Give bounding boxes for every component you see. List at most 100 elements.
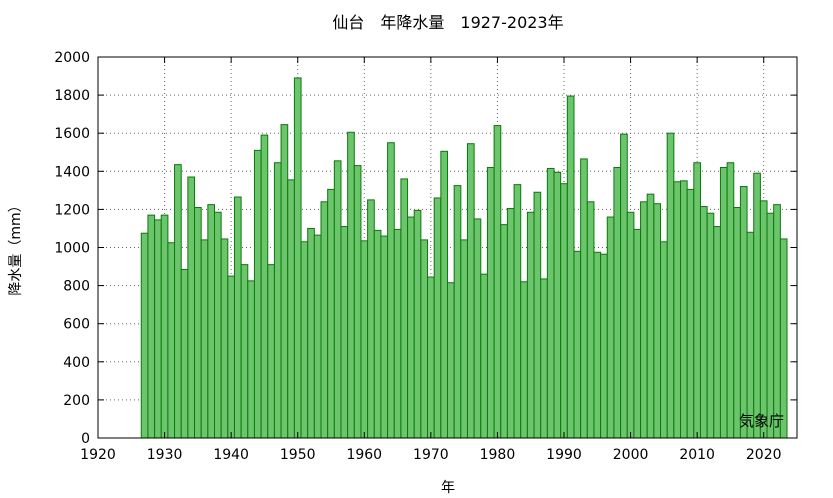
- bar-1994: [586, 201, 595, 439]
- bar-1950: [293, 77, 302, 439]
- x-tick-label: 1930: [147, 447, 183, 463]
- bar-1985: [526, 211, 535, 439]
- y-tick-label: 400: [63, 355, 90, 371]
- bar-1974: [453, 185, 462, 439]
- bar-2010: [693, 162, 701, 439]
- bar-1987: [540, 278, 548, 439]
- bar-1943: [247, 280, 255, 439]
- bar-1962: [373, 229, 382, 439]
- bar-1927: [140, 232, 149, 439]
- bar-1973: [447, 282, 455, 439]
- bar-2021: [766, 212, 775, 439]
- bar-1944: [253, 149, 262, 439]
- bar-1934: [187, 176, 196, 439]
- bar-1954: [320, 201, 329, 439]
- bar-1992: [573, 250, 582, 439]
- bar-1967: [407, 216, 415, 439]
- bar-1981: [500, 224, 508, 439]
- bar-1941: [233, 196, 242, 439]
- y-tick-label: 0: [81, 431, 90, 447]
- bar-2007: [673, 181, 682, 439]
- bar-1977: [473, 218, 482, 439]
- y-tick-label: 800: [63, 279, 90, 295]
- y-tick-label: 1800: [54, 88, 90, 104]
- bar-1995: [593, 251, 602, 439]
- bar-2009: [686, 188, 695, 439]
- bar-1958: [347, 131, 355, 439]
- bar-1956: [333, 160, 342, 439]
- bar-2008: [680, 180, 688, 439]
- bar-1999: [620, 133, 628, 439]
- y-axis-title: 降水量（mm）: [8, 198, 24, 295]
- x-tick-label: 1920: [80, 447, 116, 463]
- bar-2004: [653, 203, 662, 439]
- bar-1997: [606, 216, 615, 439]
- bar-1948: [280, 124, 289, 439]
- bar-1984: [520, 281, 528, 439]
- bar-1998: [613, 166, 622, 439]
- source-label: 気象庁: [739, 412, 784, 430]
- y-tick-label: 1200: [54, 202, 90, 218]
- bar-1996: [600, 253, 608, 439]
- bar-2012: [706, 212, 715, 439]
- bar-1945: [260, 134, 269, 439]
- bar-1976: [466, 143, 475, 439]
- bar-1988: [546, 167, 555, 439]
- bar-1947: [273, 162, 282, 439]
- x-tick-label: 1960: [346, 447, 382, 463]
- bar-1940: [227, 275, 235, 439]
- bar-1978: [480, 273, 488, 439]
- bar-1957: [340, 226, 349, 439]
- bar-1929: [154, 219, 162, 439]
- bar-2014: [719, 166, 728, 439]
- bar-1937: [207, 204, 215, 439]
- bar-2017: [739, 186, 748, 439]
- bar-1953: [313, 234, 322, 439]
- bar-2003: [646, 193, 655, 439]
- bar-1964: [387, 142, 395, 439]
- bar-1938: [214, 211, 222, 439]
- bar-1975: [460, 239, 468, 439]
- x-axis-ticks: 1920 1930 1940 1950 1960 1970 1980 1990 2000 2010…: [80, 57, 782, 463]
- bar-1935: [194, 207, 202, 439]
- bar-2006: [666, 132, 675, 439]
- x-tick-label: 1950: [280, 447, 316, 463]
- chart-title: 仙台 年降水量 1927-2023年: [332, 13, 563, 32]
- bar-1963: [380, 235, 389, 439]
- bar-1930: [160, 214, 169, 439]
- x-tick-label: 1990: [546, 447, 582, 463]
- y-axis-ticks: 0 200 400 600 800 1000 1200 1400 1600 1800 2000: [54, 50, 797, 447]
- y-tick-label: 1000: [54, 241, 90, 257]
- bar-2018: [746, 231, 755, 439]
- bar-1971: [433, 197, 442, 439]
- bar-1966: [400, 178, 409, 439]
- bar-2001: [633, 228, 642, 439]
- bar-1932: [174, 164, 182, 439]
- bar-1933: [180, 268, 189, 439]
- bar-1993: [580, 158, 588, 439]
- bar-1951: [300, 241, 309, 439]
- y-tick-label: 2000: [54, 50, 90, 66]
- bar-2005: [660, 241, 668, 439]
- bar-1931: [167, 242, 176, 439]
- bar-1979: [486, 166, 495, 439]
- bar-1969: [420, 239, 429, 439]
- bar-2015: [726, 162, 735, 439]
- bar-2002: [640, 201, 648, 439]
- bar-1970: [427, 276, 435, 439]
- y-tick-label: 1600: [54, 126, 90, 142]
- bar-1991: [566, 95, 575, 439]
- bar-1928: [147, 214, 156, 439]
- bar-2023: [779, 238, 788, 439]
- bar-1939: [220, 238, 229, 439]
- x-tick-label: 1980: [480, 447, 516, 463]
- bar-1960: [360, 240, 369, 439]
- bar-1972: [440, 150, 448, 439]
- bar-1936: [200, 239, 209, 439]
- bar-2011: [699, 206, 708, 439]
- bar-2016: [733, 207, 741, 439]
- bar-1955: [327, 188, 335, 439]
- bar-2013: [713, 226, 721, 439]
- y-tick-label: 1400: [54, 164, 90, 180]
